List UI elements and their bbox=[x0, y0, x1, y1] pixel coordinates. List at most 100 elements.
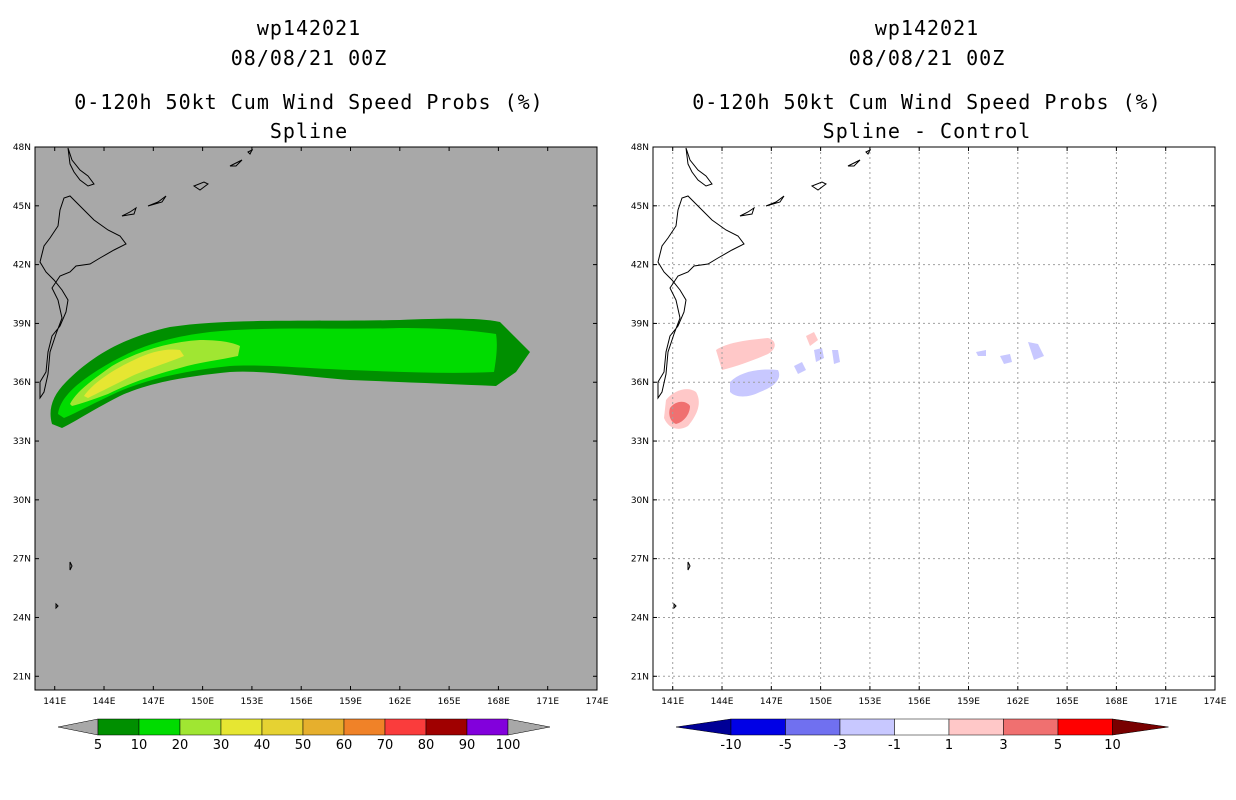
coastline-path bbox=[121, 206, 137, 217]
product-title-left: 0-120h 50kt Cum Wind Speed Probs (%) bbox=[74, 90, 544, 114]
colorbar-label: -1 bbox=[888, 738, 901, 753]
map-background bbox=[653, 147, 1215, 690]
coastline-path bbox=[39, 195, 127, 400]
colorbar-swatch bbox=[220, 718, 263, 736]
colorbar-swatch bbox=[138, 718, 181, 736]
lat-label: 36N bbox=[631, 378, 649, 388]
colorbar-swatch bbox=[466, 718, 509, 736]
subtitle-left: Spline bbox=[269, 119, 349, 143]
map-frame bbox=[34, 146, 598, 691]
lon-label: 171E bbox=[1154, 697, 1177, 707]
lon-label: 159E bbox=[957, 697, 980, 707]
lat-label: 45N bbox=[13, 202, 31, 212]
colorbar-label: 80 bbox=[418, 738, 435, 753]
lon-label: 147E bbox=[142, 697, 165, 707]
colorbar-label: -5 bbox=[779, 738, 792, 753]
coastline-path bbox=[192, 181, 209, 191]
colorbar-label: 20 bbox=[172, 738, 189, 753]
colorbar-swatch bbox=[1003, 718, 1059, 736]
colorbar-swatch bbox=[261, 718, 304, 736]
coastline-path bbox=[69, 561, 73, 571]
lat-label: 24N bbox=[631, 613, 649, 623]
anomaly-positive bbox=[806, 332, 818, 346]
lat-label: 21N bbox=[13, 672, 31, 682]
colorbar-label: 1 bbox=[945, 738, 953, 753]
coastline bbox=[39, 147, 254, 610]
probability-swath bbox=[50, 318, 530, 428]
colorbar-left: 5 10 20 30 40 50 60 70 80 90 100 bbox=[57, 718, 551, 753]
coastline-path bbox=[147, 195, 167, 207]
anomaly-positive bbox=[716, 338, 775, 370]
anomaly-negative bbox=[1028, 342, 1044, 360]
product-title-right: 0-120h 50kt Cum Wind Speed Probs (%) bbox=[692, 90, 1162, 114]
lon-label: 162E bbox=[388, 697, 411, 707]
colorbar-arrow-high bbox=[507, 718, 551, 736]
lat-label: 48N bbox=[13, 143, 31, 153]
colorbar-arrow-low bbox=[57, 718, 99, 736]
datetime-left: 08/08/21 00Z bbox=[230, 46, 388, 70]
lon-label: 162E bbox=[1006, 697, 1029, 707]
colorbar-swatch bbox=[839, 718, 895, 736]
lat-label: 30N bbox=[13, 496, 31, 506]
map-frame bbox=[652, 146, 1216, 691]
anomaly-negative bbox=[1000, 354, 1012, 364]
lon-label: 174E bbox=[1204, 697, 1227, 707]
anomaly-negative bbox=[730, 369, 780, 397]
right-panel: wp142021 08/08/21 00Z 0-120h 50kt Cum Wi… bbox=[618, 0, 1236, 800]
lon-label: 171E bbox=[536, 697, 559, 707]
coastline-path bbox=[229, 159, 243, 167]
colorbar-label: 70 bbox=[377, 738, 394, 753]
probability-map: 141E 144E 147E 150E 153E 156E 159E 162E 165E 168E… bbox=[13, 143, 609, 753]
colorbar-swatch bbox=[730, 718, 786, 736]
colorbar-swatch bbox=[97, 718, 140, 736]
coastline-path bbox=[810, 181, 827, 191]
lon-label: 168E bbox=[1105, 697, 1128, 707]
lat-label: 33N bbox=[13, 437, 31, 447]
lon-label: 150E bbox=[809, 697, 832, 707]
map-axes: 141E 144E 147E 150E 153E 156E 159E 162E 165E 168E… bbox=[631, 143, 1227, 707]
colorbar-arrow-low bbox=[675, 718, 732, 736]
colorbar-arrow-high bbox=[1112, 718, 1169, 736]
difference-map: 141E 144E 147E 150E 153E 156E 159E 162E 165E 168E… bbox=[631, 143, 1227, 753]
colorbar-swatch bbox=[785, 718, 841, 736]
lon-label: 174E bbox=[586, 697, 609, 707]
lon-label: 144E bbox=[93, 697, 116, 707]
lat-label: 24N bbox=[13, 613, 31, 623]
lat-label: 33N bbox=[631, 437, 649, 447]
storm-id-left: wp142021 bbox=[256, 16, 362, 40]
lon-label: 144E bbox=[711, 697, 734, 707]
colorbar-swatch bbox=[343, 718, 386, 736]
lat-label: 39N bbox=[13, 319, 31, 329]
coastline-path bbox=[67, 147, 95, 187]
lat-label: 36N bbox=[13, 378, 31, 388]
colorbar-label: 30 bbox=[213, 738, 230, 753]
coastline-path bbox=[55, 602, 59, 610]
lat-label: 45N bbox=[631, 202, 649, 212]
colorbar-label: 60 bbox=[336, 738, 353, 753]
lon-label: 156E bbox=[290, 697, 313, 707]
subtitle-right: Spline - Control bbox=[822, 119, 1032, 143]
lon-label: 156E bbox=[908, 697, 931, 707]
lon-label: 141E bbox=[43, 697, 66, 707]
colorbar-label: 5 bbox=[94, 738, 102, 753]
datetime-right: 08/08/21 00Z bbox=[848, 46, 1006, 70]
map-background bbox=[35, 147, 597, 690]
coastline bbox=[657, 147, 872, 610]
lat-label: 27N bbox=[13, 555, 31, 565]
contour-30 bbox=[84, 349, 184, 398]
lon-label: 150E bbox=[191, 697, 214, 707]
colorbar-label: 10 bbox=[131, 738, 148, 753]
lat-label: 21N bbox=[631, 672, 649, 682]
lon-label: 141E bbox=[661, 697, 684, 707]
anomaly-negative bbox=[832, 350, 840, 364]
colorbar-label: 5 bbox=[1054, 738, 1062, 753]
colorbar-label: 40 bbox=[254, 738, 271, 753]
lon-label: 159E bbox=[339, 697, 362, 707]
colorbar-label: -10 bbox=[720, 738, 741, 753]
coastline-path bbox=[765, 195, 785, 207]
coastline-path bbox=[673, 602, 677, 610]
colorbar-swatch bbox=[302, 718, 345, 736]
lat-label: 27N bbox=[631, 555, 649, 565]
lon-label: 165E bbox=[1056, 697, 1079, 707]
colorbar-right: -10 -5 -3 -1 1 3 5 10 bbox=[675, 718, 1169, 753]
